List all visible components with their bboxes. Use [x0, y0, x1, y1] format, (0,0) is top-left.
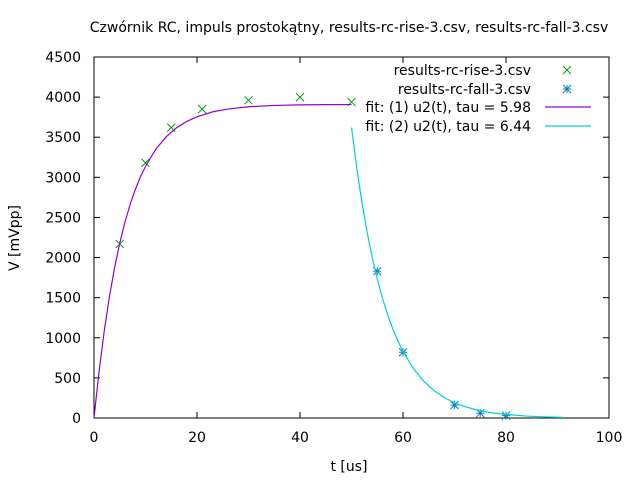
x-tick-label: 60	[394, 430, 412, 446]
series-3	[93, 103, 352, 419]
legend-entry: fit: (1) u2(t), tau = 5.98	[365, 100, 591, 116]
chart-title: Czwórnik RC, impuls prostokątny, results…	[90, 20, 609, 36]
legend-entry: fit: (2) u2(t), tau = 6.44	[365, 119, 591, 135]
legend-entry: results-rc-rise-3.csv	[394, 63, 572, 79]
y-tick-label: 0	[72, 411, 81, 427]
fit-line-3	[93, 103, 352, 419]
series-1	[115, 92, 356, 249]
y-tick-label: 4500	[45, 50, 81, 66]
y-axis-label: V [mVpp]	[7, 205, 23, 271]
legend-marker-sample	[562, 84, 572, 94]
data-point	[295, 92, 305, 102]
series-4	[350, 127, 563, 418]
axes	[93, 56, 610, 419]
y-tick-label: 3000	[45, 170, 81, 186]
fit-line-4	[350, 127, 563, 418]
legend-marker-sample	[562, 65, 572, 75]
legend-label: results-rc-rise-3.csv	[394, 63, 531, 79]
x-tick-label: 80	[497, 430, 515, 446]
series	[93, 92, 563, 420]
y-tick-label: 2000	[45, 251, 81, 267]
x-tick-label: 100	[596, 430, 623, 446]
data-point	[501, 411, 511, 420]
x-tick-label: 0	[90, 430, 99, 446]
legend-label: fit: (1) u2(t), tau = 5.98	[365, 100, 531, 116]
x-tick-label: 20	[188, 430, 206, 446]
y-tick-label: 1500	[45, 291, 81, 307]
y-tick-label: 1000	[45, 331, 81, 347]
legend-entry: results-rc-fall-3.csv	[398, 82, 572, 98]
y-tick-label: 500	[54, 371, 81, 387]
ticks: 0 20 40 60 80 1000500100015002000250030003500…	[45, 50, 622, 446]
y-tick-label: 4000	[45, 90, 81, 106]
x-axis-label: t [us]	[330, 459, 367, 475]
y-tick-label: 2500	[45, 210, 81, 226]
data-point	[197, 104, 207, 114]
legend-label: fit: (2) u2(t), tau = 6.44	[365, 119, 531, 135]
y-tick-label: 3500	[45, 130, 81, 146]
plot-frame	[93, 56, 610, 419]
data-point	[244, 95, 253, 105]
x-tick-label: 40	[291, 430, 309, 446]
data-point	[141, 158, 150, 168]
legend-label: results-rc-fall-3.csv	[398, 82, 531, 98]
legend: results-rc-rise-3.csv results-rc-fall-3.c…	[365, 63, 591, 135]
